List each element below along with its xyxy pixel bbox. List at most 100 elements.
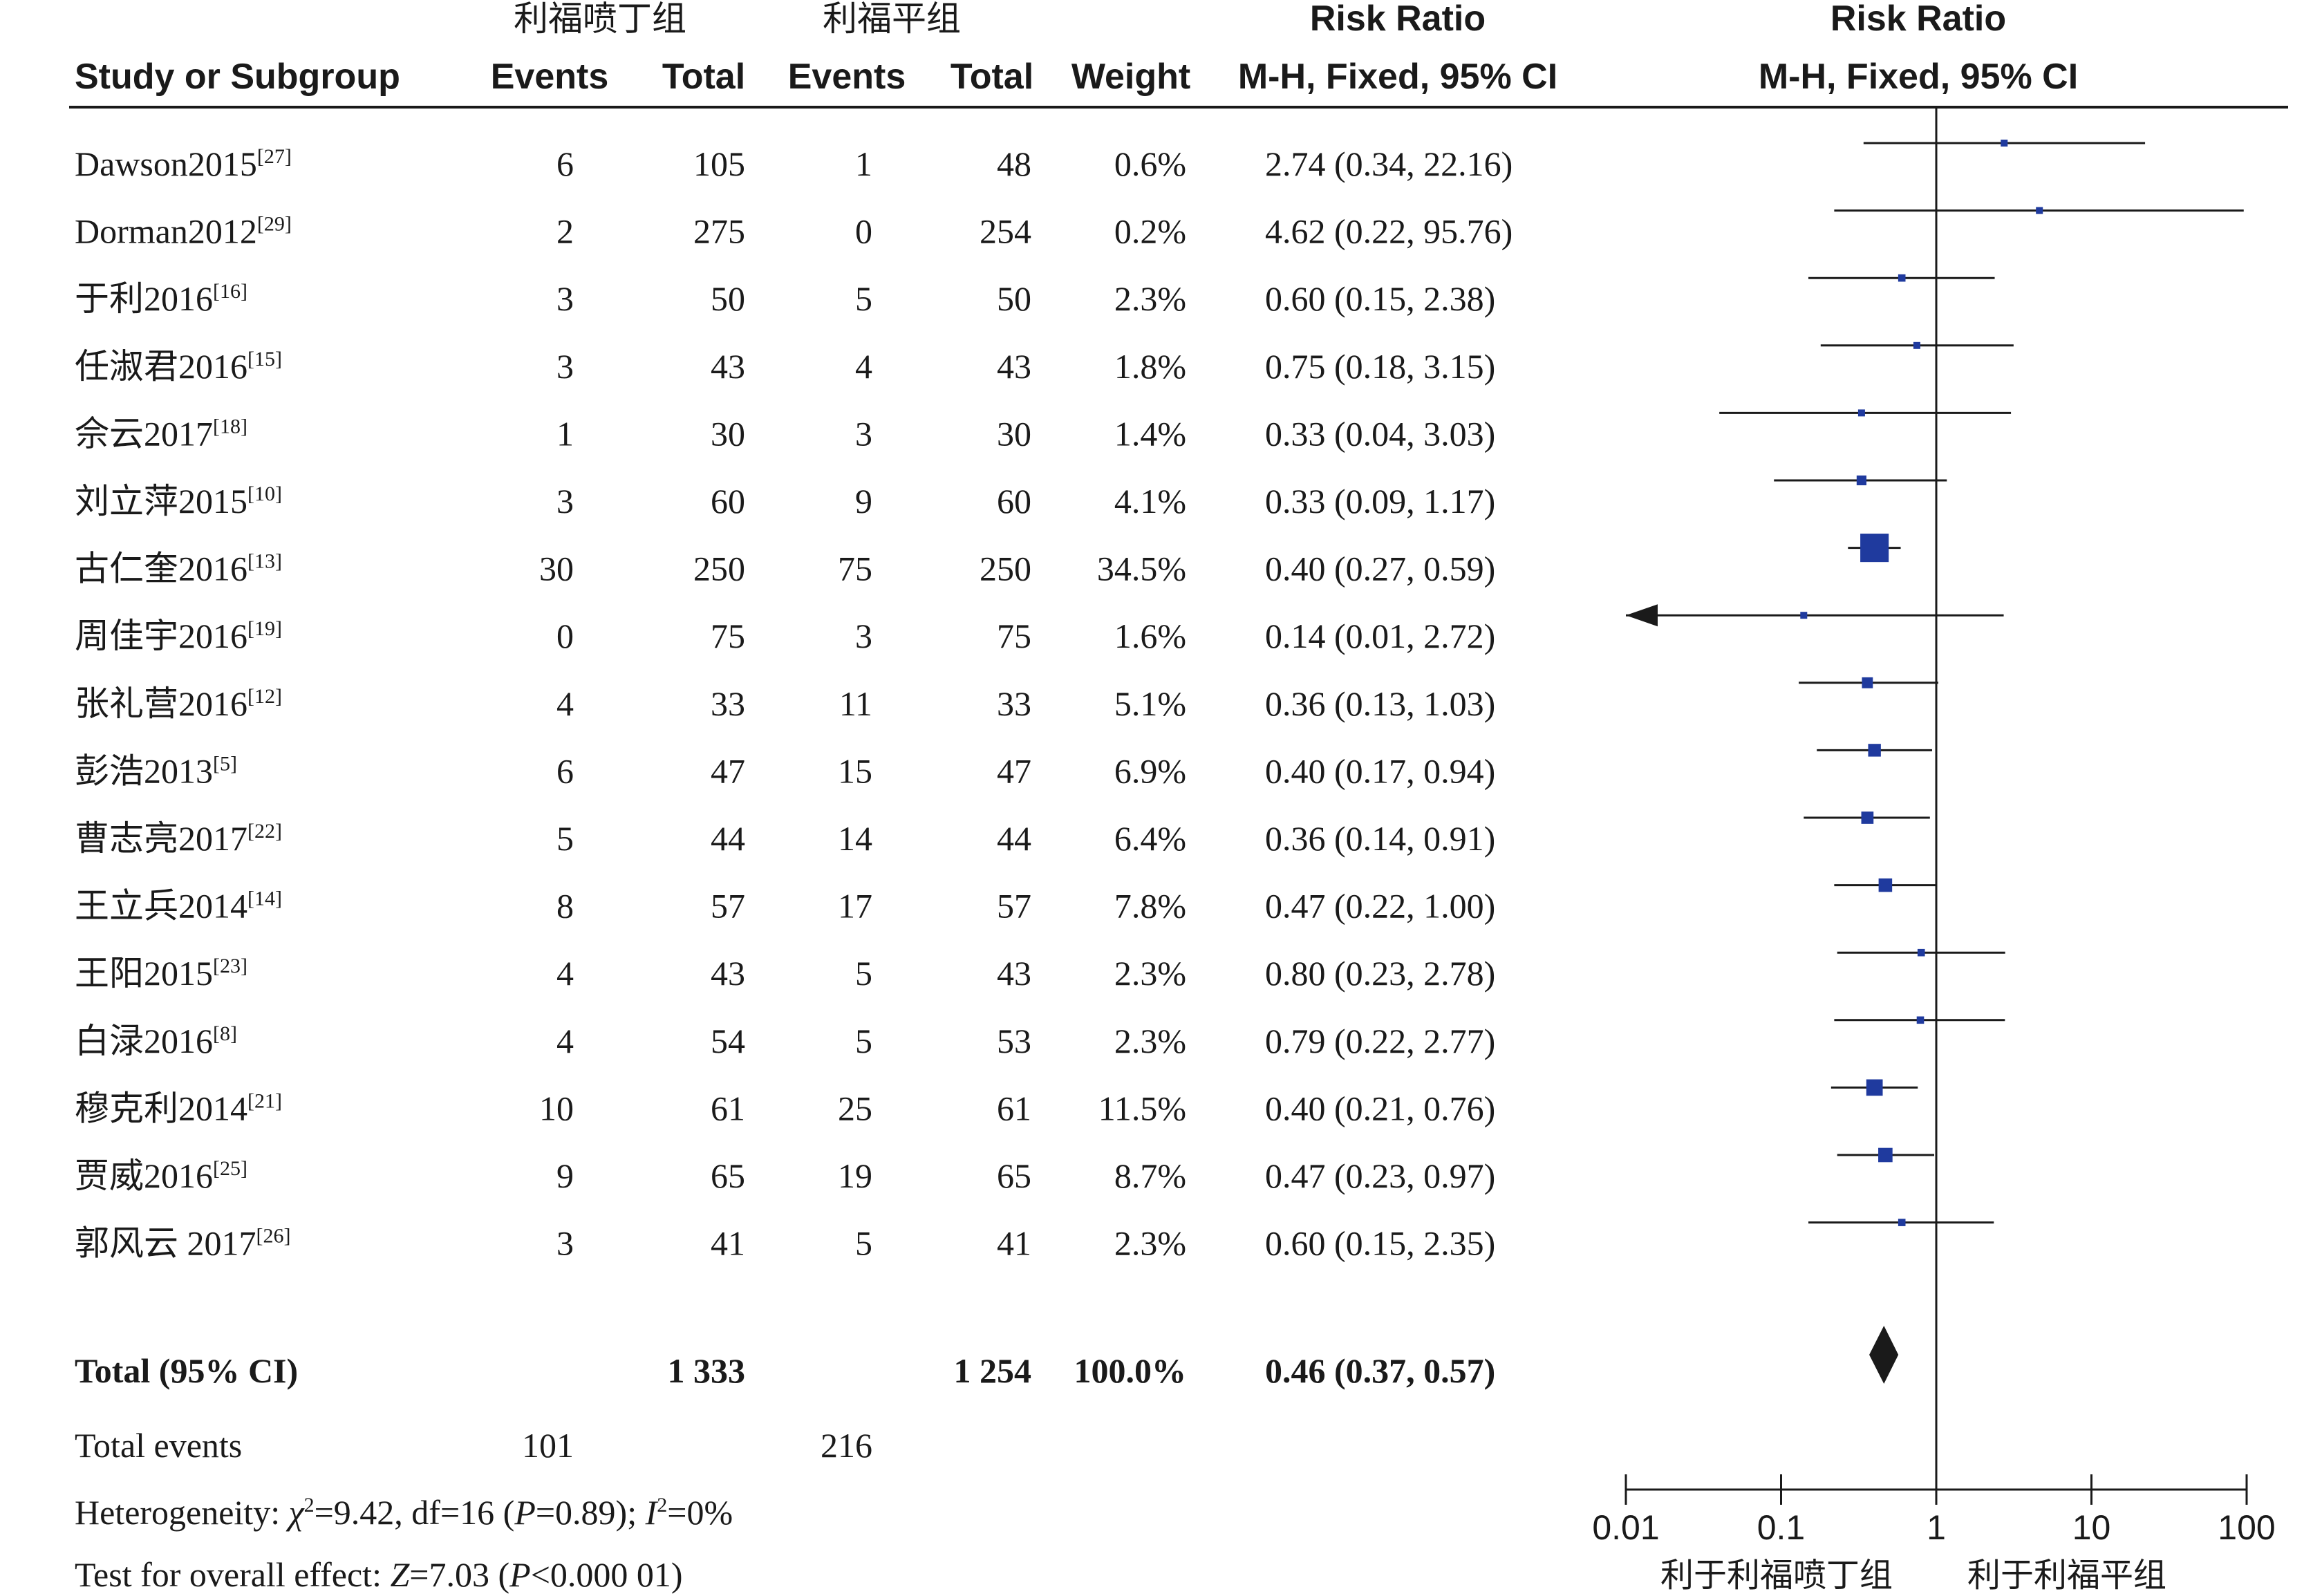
events1-cell: 5 [556,819,574,858]
events1-cell: 3 [556,482,574,520]
weight-cell: 1.8% [1114,347,1186,386]
events1-column-header: Events [491,57,609,97]
study-column-header: Study or Subgroup [75,57,400,97]
estimate-square [1898,1219,1906,1226]
total-n2: 1 254 [954,1351,1032,1390]
total1-cell: 30 [711,414,745,453]
total1-cell: 75 [711,617,745,655]
study-name: 任淑君2016[15] [75,347,282,386]
estimate-square [2036,207,2043,214]
ci-cell: 0.60 (0.15, 2.35) [1265,1224,1495,1263]
estimate-square [1868,744,1881,757]
total2-cell: 48 [997,144,1031,183]
total2-cell: 47 [997,751,1031,790]
weight-cell: 11.5% [1098,1089,1186,1127]
events1-cell: 30 [539,550,574,588]
total1-cell: 43 [711,954,745,993]
weight-cell: 1.4% [1114,414,1186,453]
total2-cell: 61 [997,1089,1031,1127]
study-name: 彭浩2013[5] [75,751,237,790]
total1-cell: 50 [711,279,745,318]
estimate-square [1916,1016,1925,1024]
weight-cell: 0.2% [1114,212,1186,251]
x-tick-label: 1 [1927,1508,1946,1547]
total2-column-header: Total [951,57,1033,97]
x-tick-label: 0.01 [1592,1508,1659,1547]
weight-cell: 2.3% [1114,954,1186,993]
estimate-square [1857,409,1865,417]
events2-cell: 75 [838,550,872,588]
events2-cell: 11 [839,684,872,723]
ci-cell: 0.40 (0.21, 0.76) [1265,1089,1495,1127]
estimate-square [2001,140,2008,147]
ci-cell: 0.80 (0.23, 2.78) [1265,954,1495,993]
ci-cell: 0.36 (0.13, 1.03) [1265,684,1495,723]
risk-ratio-table-header: Risk Ratio [1310,0,1486,39]
favours-right-label: 利于利福平组 [1967,1556,2166,1595]
study-name: 贾威2016[25] [75,1156,247,1195]
total2-cell: 50 [997,279,1031,318]
estimate-square [1878,878,1893,892]
ci-cell: 0.47 (0.22, 1.00) [1265,887,1495,926]
study-name: 古仁奎2016[13] [75,550,282,588]
events1-cell: 3 [556,1224,574,1263]
total2-cell: 60 [997,482,1031,520]
total-events-label: Total events [75,1426,242,1465]
weight-cell: 0.6% [1114,144,1186,183]
total1-column-header: Total [662,57,745,97]
events2-column-header: Events [788,57,906,97]
weight-cell: 1.6% [1114,617,1186,655]
study-name: 佘云2017[18] [75,414,247,453]
x-tick-label: 10 [2072,1508,2111,1547]
study-name: 曹志亮2017[22] [75,819,282,858]
ci-cell: 4.62 (0.22, 95.76) [1265,212,1513,251]
weight-column-header: Weight [1071,57,1190,97]
events2-cell: 15 [838,751,872,790]
ci-cell: 0.47 (0.23, 0.97) [1265,1156,1495,1195]
overall-effect-text: Test for overall effect: Z=7.03 (P<0.000… [75,1555,683,1594]
events1-cell: 1 [556,414,574,453]
total1-cell: 54 [711,1022,745,1060]
ci-cell: 0.14 (0.01, 2.72) [1265,617,1495,655]
study-name: Dorman2012[29] [75,212,292,251]
study-name: 王立兵2014[14] [75,887,282,926]
estimate-square [1861,811,1874,824]
total1-cell: 61 [711,1089,745,1127]
study-rows: Dawson2015[27] 6 105 1 48 0.6% 2.74 (0.34, 22.… [75,144,1513,1263]
risk-ratio-plot-header: Risk Ratio [1830,0,2006,39]
total2-cell: 41 [997,1224,1031,1263]
total2-cell: 57 [997,887,1031,926]
total1-cell: 65 [711,1156,745,1195]
total2-cell: 43 [997,954,1031,993]
events1-cell: 2 [556,212,574,251]
total1-cell: 47 [711,751,745,790]
favours-left-label: 利于利福喷丁组 [1660,1556,1893,1595]
ci-cell: 0.36 (0.14, 0.91) [1265,819,1495,858]
study-name: 白渌2016[8] [75,1022,237,1060]
events2-cell: 1 [855,144,872,183]
total-events-e1: 101 [522,1426,574,1465]
events2-cell: 5 [855,279,872,318]
total-label: Total (95% CI) [75,1351,298,1390]
method-table-header: M-H, Fixed, 95% CI [1238,57,1557,97]
total2-cell: 53 [997,1022,1031,1060]
study-name: 刘立萍2015[10] [75,482,282,520]
total1-cell: 250 [693,550,745,588]
estimate-square [1860,534,1889,563]
x-tick-label: 0.1 [1757,1508,1806,1547]
estimate-square [1898,274,1906,282]
study-name: Dawson2015[27] [75,144,292,183]
events2-cell: 3 [855,414,872,453]
ci-cell: 0.75 (0.18, 3.15) [1265,347,1495,386]
x-tick-label: 100 [2218,1508,2275,1547]
study-name: 于利2016[16] [75,279,247,318]
events2-cell: 19 [838,1156,872,1195]
estimate-square [1862,677,1873,688]
total1-cell: 275 [693,212,745,251]
events2-cell: 5 [855,1022,872,1060]
forest-marks: 0.01 0.1 1 10 100 [1592,107,2276,1547]
events1-cell: 3 [556,347,574,386]
group2-header: 利福平组 [823,0,961,39]
events1-cell: 4 [556,1022,574,1060]
